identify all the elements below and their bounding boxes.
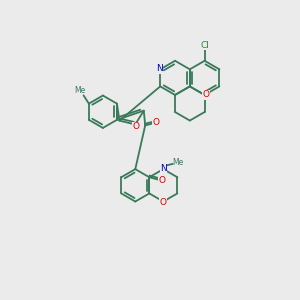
Text: O: O [152, 118, 159, 127]
Text: O: O [132, 122, 139, 131]
Text: N: N [160, 164, 167, 173]
Text: Me: Me [172, 158, 183, 167]
Text: N: N [156, 64, 163, 73]
Text: O: O [160, 198, 167, 207]
Text: Cl: Cl [200, 41, 209, 50]
Text: O: O [202, 90, 210, 99]
Text: O: O [158, 176, 166, 185]
Text: Me: Me [74, 86, 86, 95]
